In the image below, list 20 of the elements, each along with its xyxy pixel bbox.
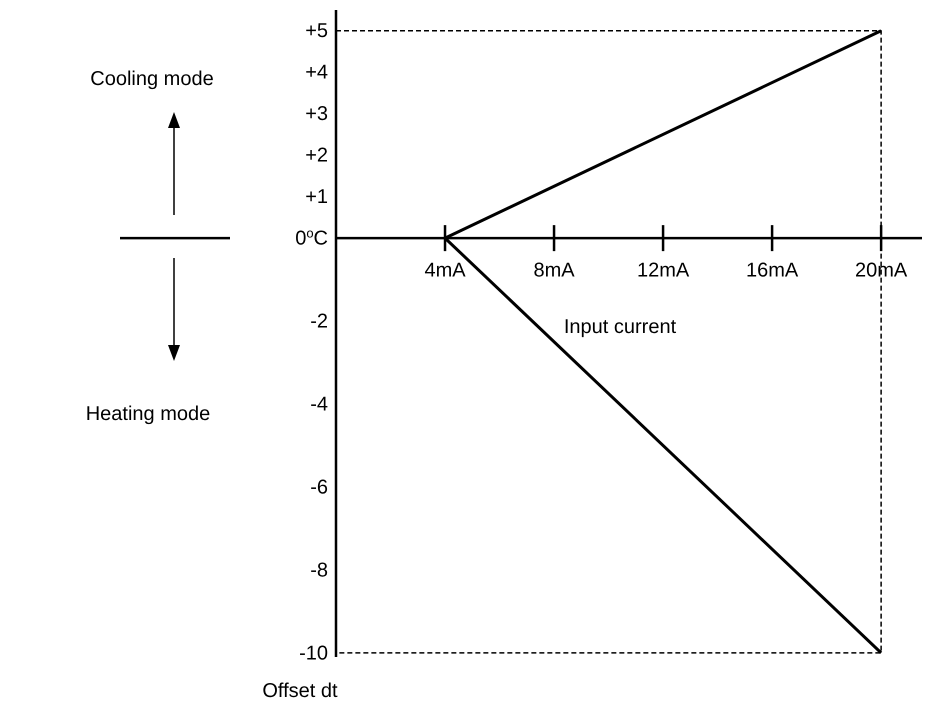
x-tick-label: 4mA [424,259,466,282]
y-tick-label: -2 [310,310,328,332]
x-tick-label: 20mA [854,259,908,282]
y-tick-label: +3 [305,103,328,126]
x-tick-label: 8mA [533,259,576,282]
y-tick-label: -10 [299,642,328,664]
x-tick-label: 16mA [746,259,799,282]
x-axis-title: Input current [564,316,677,338]
y-tick-label: +1 [305,186,328,208]
y-tick-label: +4 [305,62,328,84]
y-tick-label: -4 [310,393,328,416]
y-axis-title: Offset dt [262,680,338,702]
y-tick-label: -8 [310,559,328,582]
y-tick-label: 0$^{o}$C [295,225,328,250]
x-tick-label: 12mA [636,259,690,282]
y-tick-label: +2 [305,144,328,167]
y-tick-label: +5 [305,20,328,42]
text: Heating mode [86,403,210,425]
text: Cooling mode [90,68,214,90]
y-tick-label: -6 [310,476,328,498]
